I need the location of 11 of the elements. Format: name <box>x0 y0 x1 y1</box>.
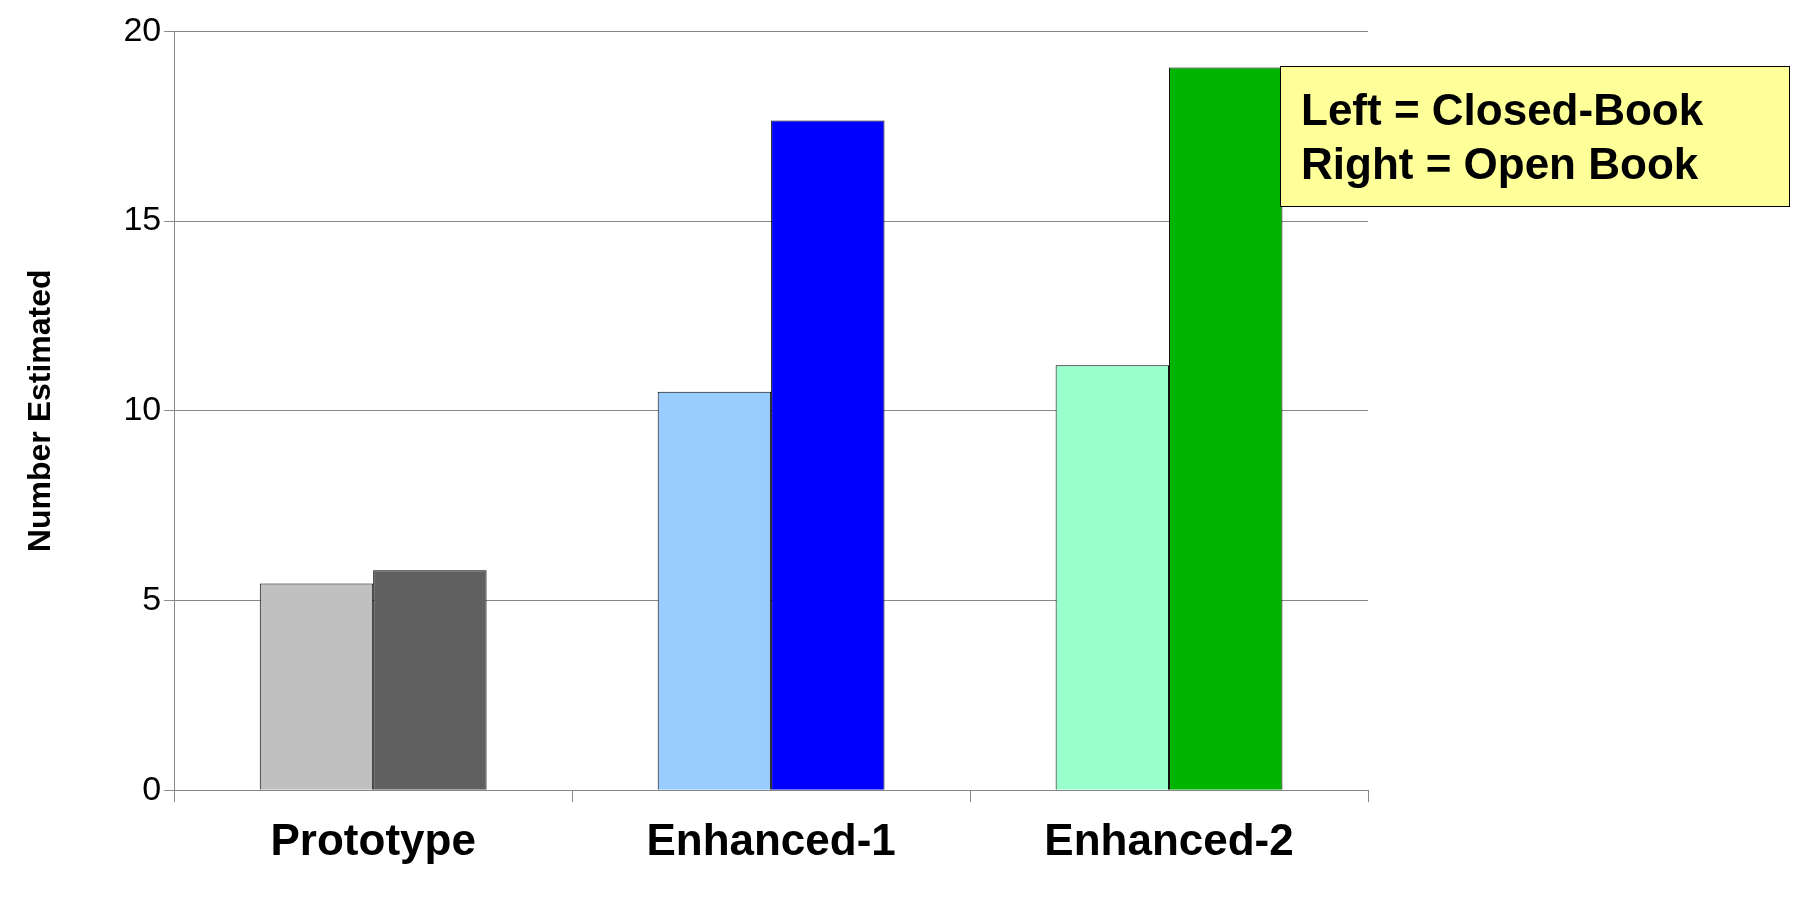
x-tick-label: Prototype <box>270 814 476 864</box>
y-tick-label: 15 <box>123 199 162 238</box>
y-axis-title: Number Estimated <box>21 269 58 553</box>
annotation: Left = Closed-Book <box>1301 84 1705 136</box>
y-tick-label: 0 <box>142 768 162 807</box>
x-tick-label: Enhanced-2 <box>1044 814 1294 864</box>
x-tick-label: Enhanced-1 <box>646 814 896 864</box>
annotation: Right = Open Book <box>1301 137 1700 190</box>
y-tick-label: 10 <box>123 389 162 428</box>
y-tick-label: 20 <box>123 9 162 48</box>
y-tick-label: 5 <box>142 578 162 617</box>
